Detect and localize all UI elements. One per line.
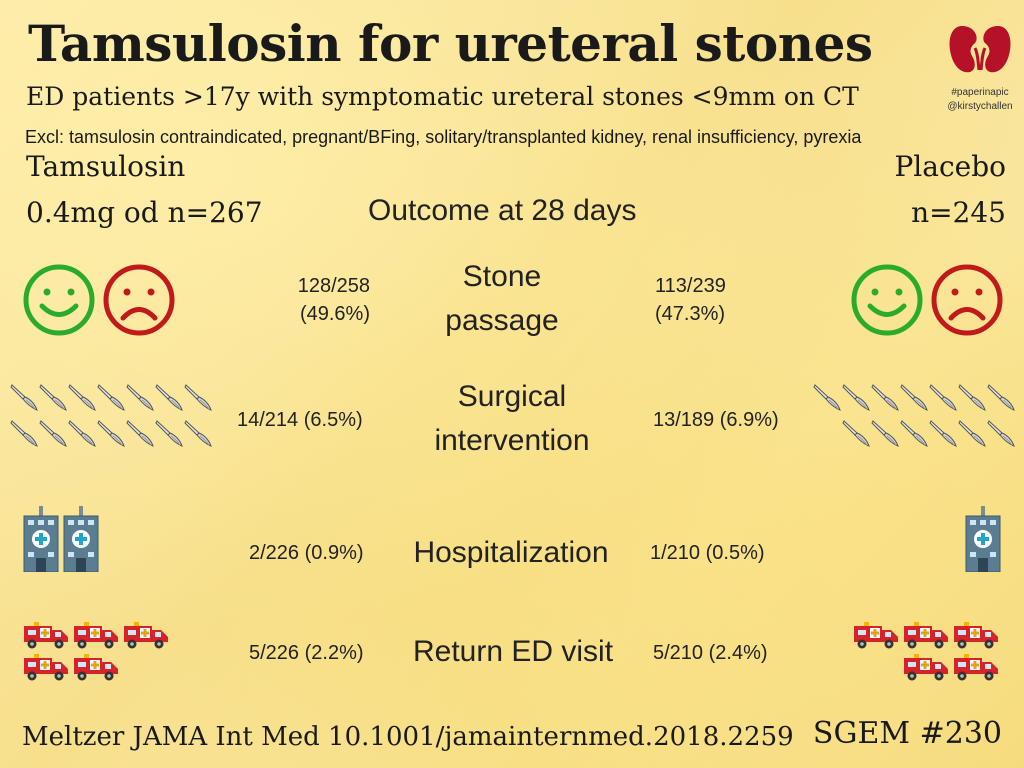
page-subtitle: ED patients >17y with symptomatic ureter…	[26, 82, 859, 111]
stone-right-stat: 113/239 (47.3%)	[655, 275, 726, 325]
ambulance-icon	[952, 652, 1000, 682]
page-title: Tamsulosin for ureteral stones	[28, 14, 873, 73]
episode-label: SGEM #230	[812, 716, 1002, 751]
return-ed-left-stat: 5/226 (2.2%)	[249, 642, 364, 664]
smiley-icon	[23, 264, 95, 336]
scalpel-icon	[842, 418, 870, 448]
ambulance-left-icons	[22, 620, 174, 682]
scalpel-icon	[97, 418, 125, 448]
ambulance-icon	[122, 620, 170, 650]
stone-left-stat: 128/258 (49.6%)	[297, 275, 370, 325]
surgical-intervention-label: Surgical intervention	[434, 380, 590, 457]
ambulance-right-icons	[848, 620, 1000, 682]
stone-left-icons	[22, 263, 176, 337]
scalpel-icon	[155, 382, 183, 412]
ambulance-icon	[22, 652, 70, 682]
scalpel-icon	[900, 418, 928, 448]
scalpel-icon	[10, 382, 38, 412]
ambulance-icon	[852, 620, 900, 650]
kidneys-icon	[949, 26, 1011, 73]
author-handle: @kirstychallen	[947, 101, 1013, 112]
outcome-timepoint: Outcome at 28 days	[368, 194, 637, 227]
scalpel-icon	[958, 382, 986, 412]
scalpel-icon	[155, 418, 183, 448]
hospital-icon	[22, 506, 60, 573]
return-ed-label: Return ED visit	[412, 635, 614, 668]
scalpel-icon	[929, 382, 957, 412]
stone-right-icons	[850, 263, 1004, 337]
scalpel-icon	[871, 418, 899, 448]
exclusion-criteria: Excl: tamsulosin contraindicated, pregna…	[25, 127, 862, 147]
ambulance-icon	[72, 620, 120, 650]
scalpel-icon	[184, 418, 212, 448]
scalpel-icon	[184, 382, 212, 412]
return-ed-right-stat: 5/210 (2.4%)	[653, 642, 768, 664]
ambulance-icon	[952, 620, 1000, 650]
scalpel-icon	[958, 418, 986, 448]
hospital-right-stat: 1/210 (0.5%)	[650, 542, 765, 564]
surgical-right-icons	[810, 382, 1015, 448]
surgical-right-stat: 13/189 (6.9%)	[653, 409, 779, 431]
scalpel-icon	[10, 418, 38, 448]
scalpel-icon	[68, 382, 96, 412]
placebo-arm-label: Placebo	[894, 150, 1006, 183]
hospital-icon	[964, 506, 1002, 573]
scalpel-icon	[929, 418, 957, 448]
hospital-icon	[62, 506, 100, 573]
scalpel-icon	[39, 418, 67, 448]
hashtag: #paperinapic	[951, 87, 1009, 98]
scalpel-icon	[871, 382, 899, 412]
scalpel-icon	[68, 418, 96, 448]
scalpel-icon	[126, 382, 154, 412]
scalpel-icon	[39, 382, 67, 412]
citation: Meltzer JAMA Int Med 10.1001/jamainternm…	[22, 722, 794, 752]
ambulance-icon	[72, 652, 120, 682]
ambulance-icon	[902, 652, 950, 682]
scalpel-icon	[126, 418, 154, 448]
ambulance-icon	[22, 620, 70, 650]
hospitalization-label: Hospitalization	[413, 536, 609, 569]
smiley-icon	[851, 264, 923, 336]
scalpel-icon	[987, 418, 1015, 448]
branding: #paperinapic @kirstychallen	[940, 24, 1020, 112]
frown-icon	[931, 264, 1003, 336]
tamsulosin-arm-label: Tamsulosin	[26, 150, 186, 183]
tamsulosin-arm-dose: 0.4mg od n=267	[26, 196, 263, 229]
scalpel-icon	[813, 382, 841, 412]
hospital-left-stat: 2/226 (0.9%)	[249, 542, 364, 564]
hospital-left-icons	[22, 506, 100, 573]
scalpel-icon	[900, 382, 928, 412]
surgical-left-stat: 14/214 (6.5%)	[237, 409, 363, 431]
surgical-left-icons	[10, 382, 215, 448]
ambulance-icon	[902, 620, 950, 650]
frown-icon	[103, 264, 175, 336]
scalpel-icon	[987, 382, 1015, 412]
hospital-right-icons	[964, 506, 1002, 573]
scalpel-icon	[842, 382, 870, 412]
scalpel-icon	[97, 382, 125, 412]
stone-passage-label: Stone passage	[445, 260, 559, 337]
placebo-arm-n: n=245	[911, 196, 1006, 229]
